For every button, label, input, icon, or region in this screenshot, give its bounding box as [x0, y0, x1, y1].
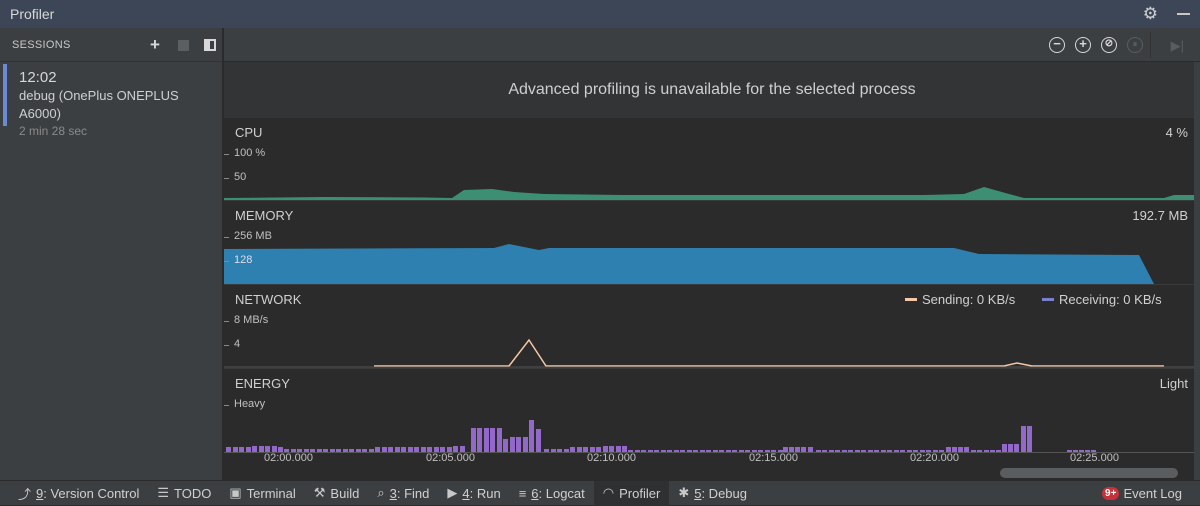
tab-logcat[interactable]: ≡ 6: Logcat	[518, 485, 585, 501]
cpu-axis-max: 100 %	[224, 147, 265, 159]
sending-label: Sending: 0 KB/s	[922, 292, 1016, 307]
event-log-label: Event Log	[1123, 486, 1182, 501]
energy-value: Light	[1159, 376, 1188, 391]
tab-version-control[interactable]: ⤴ 9: Version Control	[18, 485, 140, 502]
time-tick: 02:25.000	[1070, 452, 1119, 464]
sessions-panel: SESSIONS + 12:02 debug (OnePlus ONEPLUS …	[0, 28, 223, 480]
info-banner: Advanced profiling is unavailable for th…	[224, 62, 1200, 118]
window-title: Profiler	[10, 6, 55, 22]
tab-run[interactable]: ▶ 4: Run	[447, 485, 501, 501]
tab-debug[interactable]: ✱ 5: Debug	[678, 485, 747, 501]
memory-track[interactable]: MEMORY 192.7 MB 256 MB 128	[224, 201, 1194, 285]
profiler-toolbar: − + ⊘ ⏸ ▶|	[224, 28, 1200, 62]
energy-label: ENERGY	[235, 376, 290, 391]
sending-swatch	[905, 298, 917, 302]
energy-chart	[224, 420, 1194, 453]
collapse-panel-icon[interactable]	[204, 39, 216, 51]
session-item[interactable]: 12:02 debug (OnePlus ONEPLUS A6000) 2 mi…	[0, 62, 222, 138]
session-duration: 2 min 28 sec	[19, 124, 88, 138]
sending-legend: Sending: 0 KB/s	[905, 292, 1015, 307]
tab-build[interactable]: ⚒ Build	[313, 485, 360, 501]
cpu-value: 4 %	[1165, 125, 1188, 140]
cpu-axis-mid: 50	[224, 171, 246, 183]
stop-session-icon[interactable]	[178, 40, 189, 51]
banner-text: Advanced profiling is unavailable for th…	[508, 81, 916, 98]
cpu-track[interactable]: CPU 4 % 100 % 50	[224, 118, 1194, 201]
memory-axis-max: 256 MB	[224, 230, 272, 242]
profiler-icon: ◠	[602, 485, 615, 500]
minimize-icon[interactable]	[1177, 13, 1190, 15]
time-tick: 02:10.000	[587, 452, 636, 464]
sessions-label: SESSIONS	[12, 38, 71, 51]
tab-todo[interactable]: ☰ TODO	[157, 485, 212, 501]
session-selected-indicator	[3, 64, 7, 126]
reset-zoom-icon[interactable]: ⊘	[1101, 37, 1117, 53]
version-control-icon: ⤴	[18, 486, 32, 502]
tool-window-header: Profiler ⚙	[0, 0, 1200, 28]
cpu-label: CPU	[235, 125, 263, 140]
toolbar-separator	[1150, 32, 1151, 58]
logcat-icon: ≡	[518, 485, 527, 501]
time-axis: 02:00.000 02:05.000 02:10.000 02:15.000 …	[224, 452, 1194, 468]
time-tick: 02:20.000	[910, 452, 959, 464]
tab-terminal[interactable]: ▣ Terminal	[229, 485, 296, 501]
pause-icon[interactable]: ⏸	[1127, 37, 1143, 53]
cpu-chart	[224, 187, 1194, 200]
memory-value: 192.7 MB	[1132, 208, 1188, 223]
tab-find[interactable]: ⌕ 3: Find	[377, 485, 430, 501]
terminal-icon: ▣	[229, 485, 242, 500]
network-track[interactable]: NETWORK Sending: 0 KB/s Receiving: 0 KB/…	[224, 285, 1194, 369]
time-tick: 02:15.000	[749, 452, 798, 464]
receiving-label: Receiving: 0 KB/s	[1059, 292, 1162, 307]
session-time: 12:02	[19, 69, 57, 86]
receiving-legend: Receiving: 0 KB/s	[1042, 292, 1162, 307]
network-axis-mid: 4	[224, 338, 240, 350]
goto-live-icon[interactable]: ▶|	[1170, 38, 1184, 53]
find-icon: ⌕	[377, 485, 385, 500]
memory-chart	[224, 244, 1154, 284]
zoom-out-icon[interactable]: −	[1049, 37, 1065, 53]
event-log-button[interactable]: 9+ Event Log	[1102, 481, 1182, 506]
memory-label: MEMORY	[235, 208, 294, 223]
memory-axis-mid: 128	[224, 254, 252, 266]
time-tick: 02:05.000	[426, 452, 475, 464]
vertical-scrollbar[interactable]	[1194, 62, 1200, 480]
energy-axis-max: Heavy	[224, 398, 265, 410]
receiving-swatch	[1042, 298, 1054, 302]
gear-icon[interactable]: ⚙	[1142, 4, 1158, 23]
network-chart	[224, 338, 1194, 368]
profiler-main: − + ⊘ ⏸ ▶| Advanced profiling is unavail…	[224, 28, 1200, 480]
energy-track[interactable]: ENERGY Light Heavy	[224, 369, 1194, 453]
debug-icon: ✱	[678, 485, 690, 500]
timeline-scrollbar[interactable]	[1000, 468, 1178, 478]
zoom-in-icon[interactable]: +	[1075, 37, 1091, 53]
todo-icon: ☰	[157, 485, 170, 500]
network-label: NETWORK	[235, 292, 302, 307]
add-session-icon[interactable]: +	[150, 35, 160, 54]
tool-window-bar: ⤴ 9: Version Control ☰ TODO ▣ Terminal ⚒ Bui…	[0, 480, 1200, 506]
session-name: debug (OnePlus ONEPLUS A6000)	[19, 88, 179, 121]
run-icon: ▶	[447, 485, 458, 500]
build-icon: ⚒	[313, 485, 326, 500]
sessions-header: SESSIONS +	[0, 28, 222, 62]
tab-profiler[interactable]: ◠ Profiler	[593, 480, 670, 506]
network-axis-max: 8 MB/s	[224, 314, 268, 326]
time-tick: 02:00.000	[264, 452, 313, 464]
event-log-badge: 9+	[1102, 487, 1120, 500]
